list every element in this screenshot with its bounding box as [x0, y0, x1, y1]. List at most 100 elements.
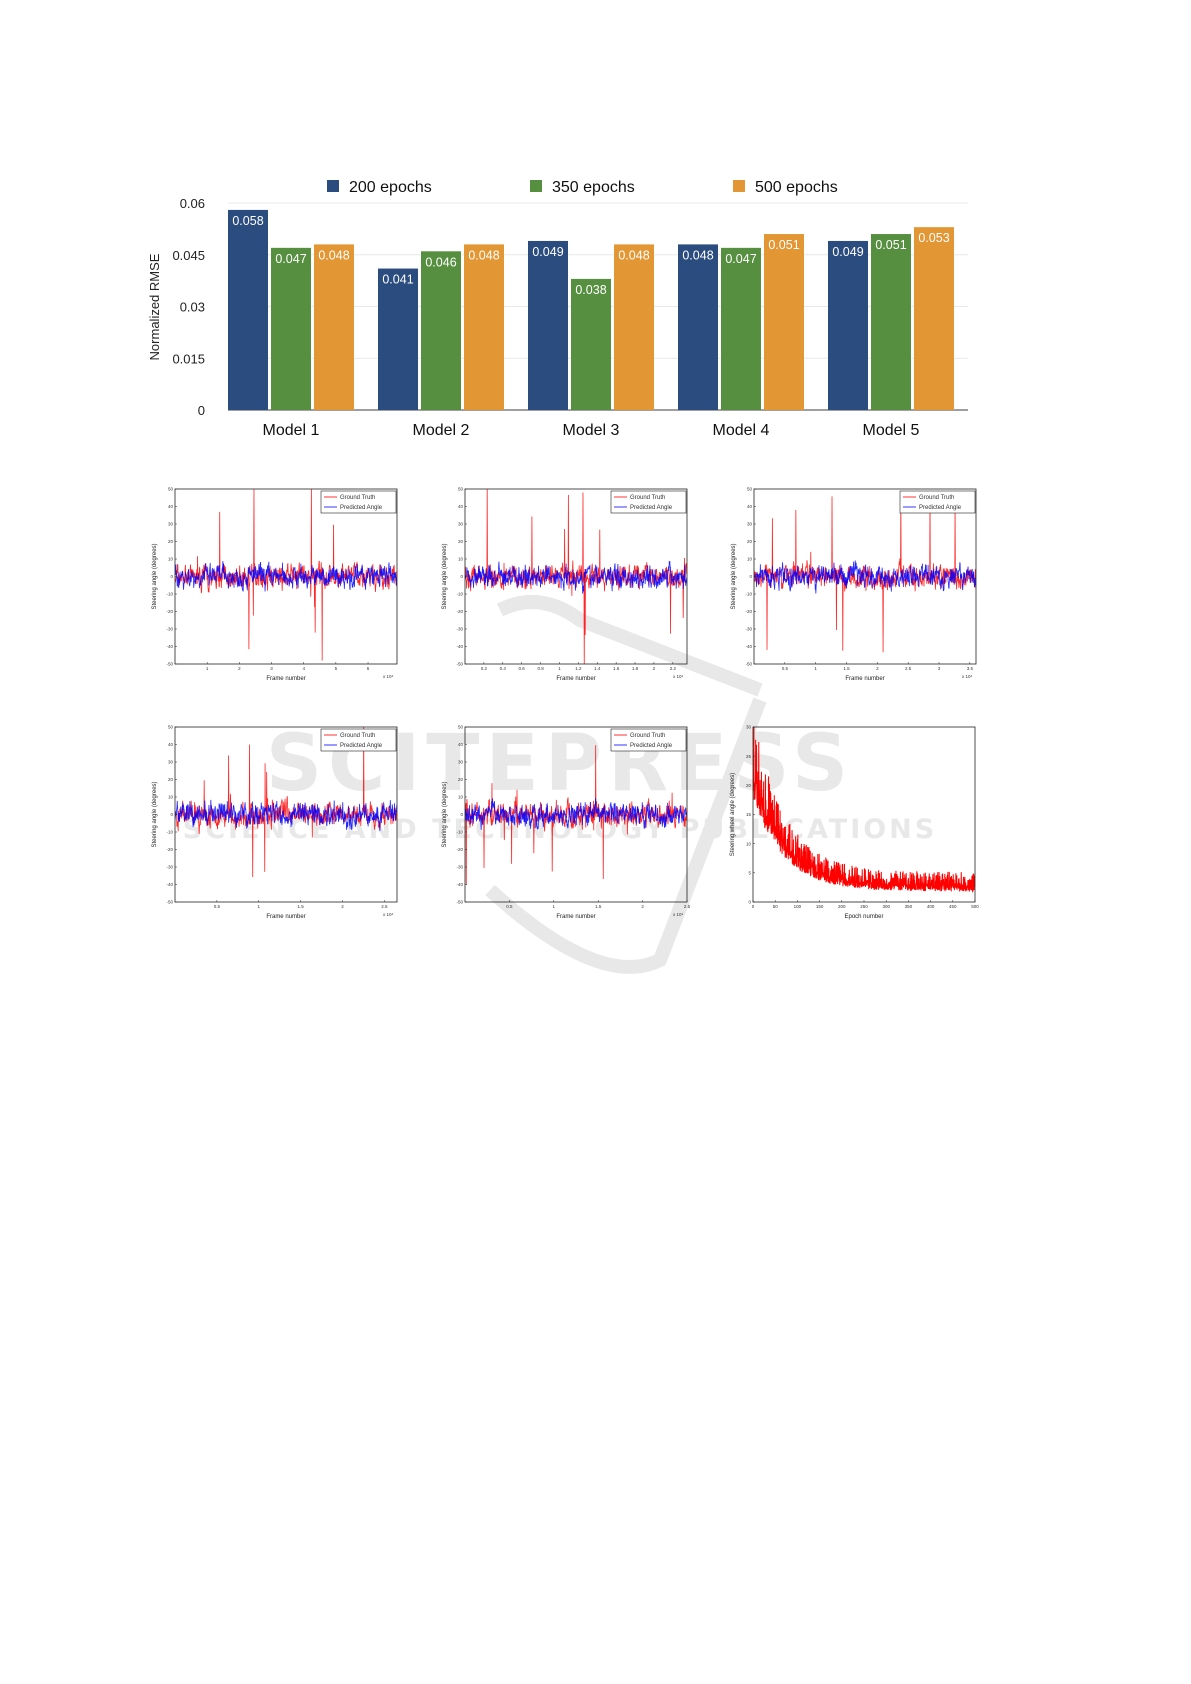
- bar-value-label: 0.053: [918, 231, 949, 245]
- legend-box: [899, 490, 976, 514]
- x-tick-label: 0.5: [506, 904, 513, 909]
- y-tick-label: 10: [747, 557, 753, 562]
- legend-label: Predicted Angle: [340, 505, 383, 511]
- y-tick-label: 30: [458, 760, 464, 765]
- y-tick-label: -40: [456, 644, 463, 649]
- plot-2: -50 -40 -30 -20 -10 0 10 20 30 40 50 0.2 0.4 0.6 0.8 1 1…: [442, 487, 688, 682]
- x-tick-label: 1.6: [613, 666, 620, 671]
- y-tick-label: 40: [458, 742, 464, 747]
- traces: [175, 727, 397, 878]
- legend-label: Predicted Angle: [630, 505, 673, 511]
- x-tick-label: 2: [238, 666, 241, 671]
- legend-box: [320, 490, 397, 514]
- bar: [421, 251, 461, 410]
- y-tick-label: -20: [745, 609, 752, 614]
- y-tick-label: 30: [168, 522, 174, 527]
- x-tick-label: 0.8: [537, 666, 544, 671]
- x-axis-label: Epoch number: [844, 914, 883, 920]
- x-tick-label: 500: [971, 904, 979, 909]
- x-tick-label: 350: [905, 904, 913, 909]
- y-tick-label: 10: [168, 795, 174, 800]
- y-tick-label: 20: [168, 539, 174, 544]
- y-tick-label: -30: [745, 627, 752, 632]
- y-tick-label: 50: [168, 725, 174, 730]
- legend-label: Predicted Angle: [919, 505, 962, 511]
- bar: [914, 227, 954, 410]
- y-tick-label: 0: [460, 812, 463, 817]
- legend-swatch: [733, 180, 745, 192]
- series-line-predicted-angle: [175, 560, 397, 592]
- x-tick-label: 0.5: [782, 666, 789, 671]
- bar-value-label: 0.048: [618, 248, 649, 262]
- y-tick-label: -20: [166, 609, 173, 614]
- bar: [271, 247, 311, 410]
- bar-value-label: 0.051: [875, 238, 906, 252]
- x-tick-label: 1: [258, 904, 261, 909]
- x-tick-label: 0.5: [214, 904, 221, 909]
- x-axis-label: Frame number: [556, 676, 595, 682]
- y-tick-label: 30: [746, 725, 752, 730]
- y-tick-label: -10: [456, 592, 463, 597]
- x-tick-label: 5: [335, 666, 338, 671]
- bars: Model 1 0.058 0.047 0.048 Model 2 0.041 0.046 0…: [228, 209, 954, 439]
- bar: [614, 244, 654, 410]
- x-tick-label: Model 5: [863, 422, 920, 439]
- legend-label: Ground Truth: [340, 733, 375, 739]
- y-tick-label: -30: [456, 627, 463, 632]
- y-tick-label: -40: [166, 882, 173, 887]
- y-tick-label: 30: [747, 522, 753, 527]
- traces: [465, 745, 687, 885]
- y-tick-label: 0: [170, 574, 173, 579]
- series-line-predicted-angle: [465, 798, 687, 831]
- plot-3: -50 -40 -30 -20 -10 0 10 20 30 40 50 0.5 1 1.5 2 2.5 3 3.…: [731, 487, 977, 682]
- y-tick-label: 10: [458, 795, 464, 800]
- x-tick-label: 250: [860, 904, 868, 909]
- x-tick-label: 2: [341, 904, 344, 909]
- legend-swatch: [327, 180, 339, 192]
- x-tick-label: Model 4: [713, 422, 770, 439]
- x-tick-label: 150: [816, 904, 824, 909]
- bar-value-label: 0.048: [468, 248, 499, 262]
- traces: [175, 489, 397, 661]
- y-axis-label: Normalized RMSE: [147, 253, 162, 360]
- x-tick-label: 0.4: [500, 666, 507, 671]
- x-tick-label: 400: [927, 904, 935, 909]
- bar-value-label: 0.041: [382, 273, 413, 287]
- traces: [753, 727, 975, 894]
- bar-value-label: 0.048: [318, 248, 349, 262]
- x-tick-label: 2: [653, 666, 656, 671]
- y-tick-label: -10: [745, 592, 752, 597]
- y-tick-label: -50: [456, 900, 463, 905]
- x-exponent-label: x 10⁴: [962, 674, 973, 679]
- y-tick-label: 40: [168, 742, 174, 747]
- bar-value-label: 0.058: [232, 214, 263, 228]
- y-tick-label: 40: [168, 504, 174, 509]
- y-tick-label: 50: [168, 487, 174, 492]
- y-axis-label: Steering angle (degrees): [442, 781, 448, 847]
- y-axis-label: Steering wheel angle (degrees): [730, 773, 736, 856]
- y-tick-label: 10: [458, 557, 464, 562]
- bar: [678, 244, 718, 410]
- legend-label: 350 epochs: [552, 179, 635, 196]
- legend-label: Predicted Angle: [630, 743, 673, 749]
- x-tick-label: 2.5: [684, 904, 691, 909]
- y-tick-label: 0: [749, 574, 752, 579]
- bar-value-label: 0.046: [425, 255, 456, 269]
- y-tick-label: 0: [748, 900, 751, 905]
- x-tick-label: 2.5: [381, 904, 388, 909]
- y-tick-label: -10: [166, 592, 173, 597]
- y-tick-label: 50: [747, 487, 753, 492]
- series-line-ground-truth: [175, 489, 397, 661]
- bar-chart: 0 0.015 0.03 0.045 0.06 200 epochs 350 epochs…: [147, 179, 968, 439]
- legend-swatch: [530, 180, 542, 192]
- y-tick-label: 50: [458, 487, 464, 492]
- bar: [871, 234, 911, 410]
- y-tick-label: 30: [458, 522, 464, 527]
- y-tick-label: 20: [747, 539, 753, 544]
- plot-4: -50 -40 -30 -20 -10 0 10 20 30 40 50 0.5 1 1.5 2 2.5 Fra…: [152, 725, 398, 920]
- y-tick-label: -50: [456, 662, 463, 667]
- y-tick-label: 20: [746, 783, 752, 788]
- x-tick-label: 3.5: [967, 666, 974, 671]
